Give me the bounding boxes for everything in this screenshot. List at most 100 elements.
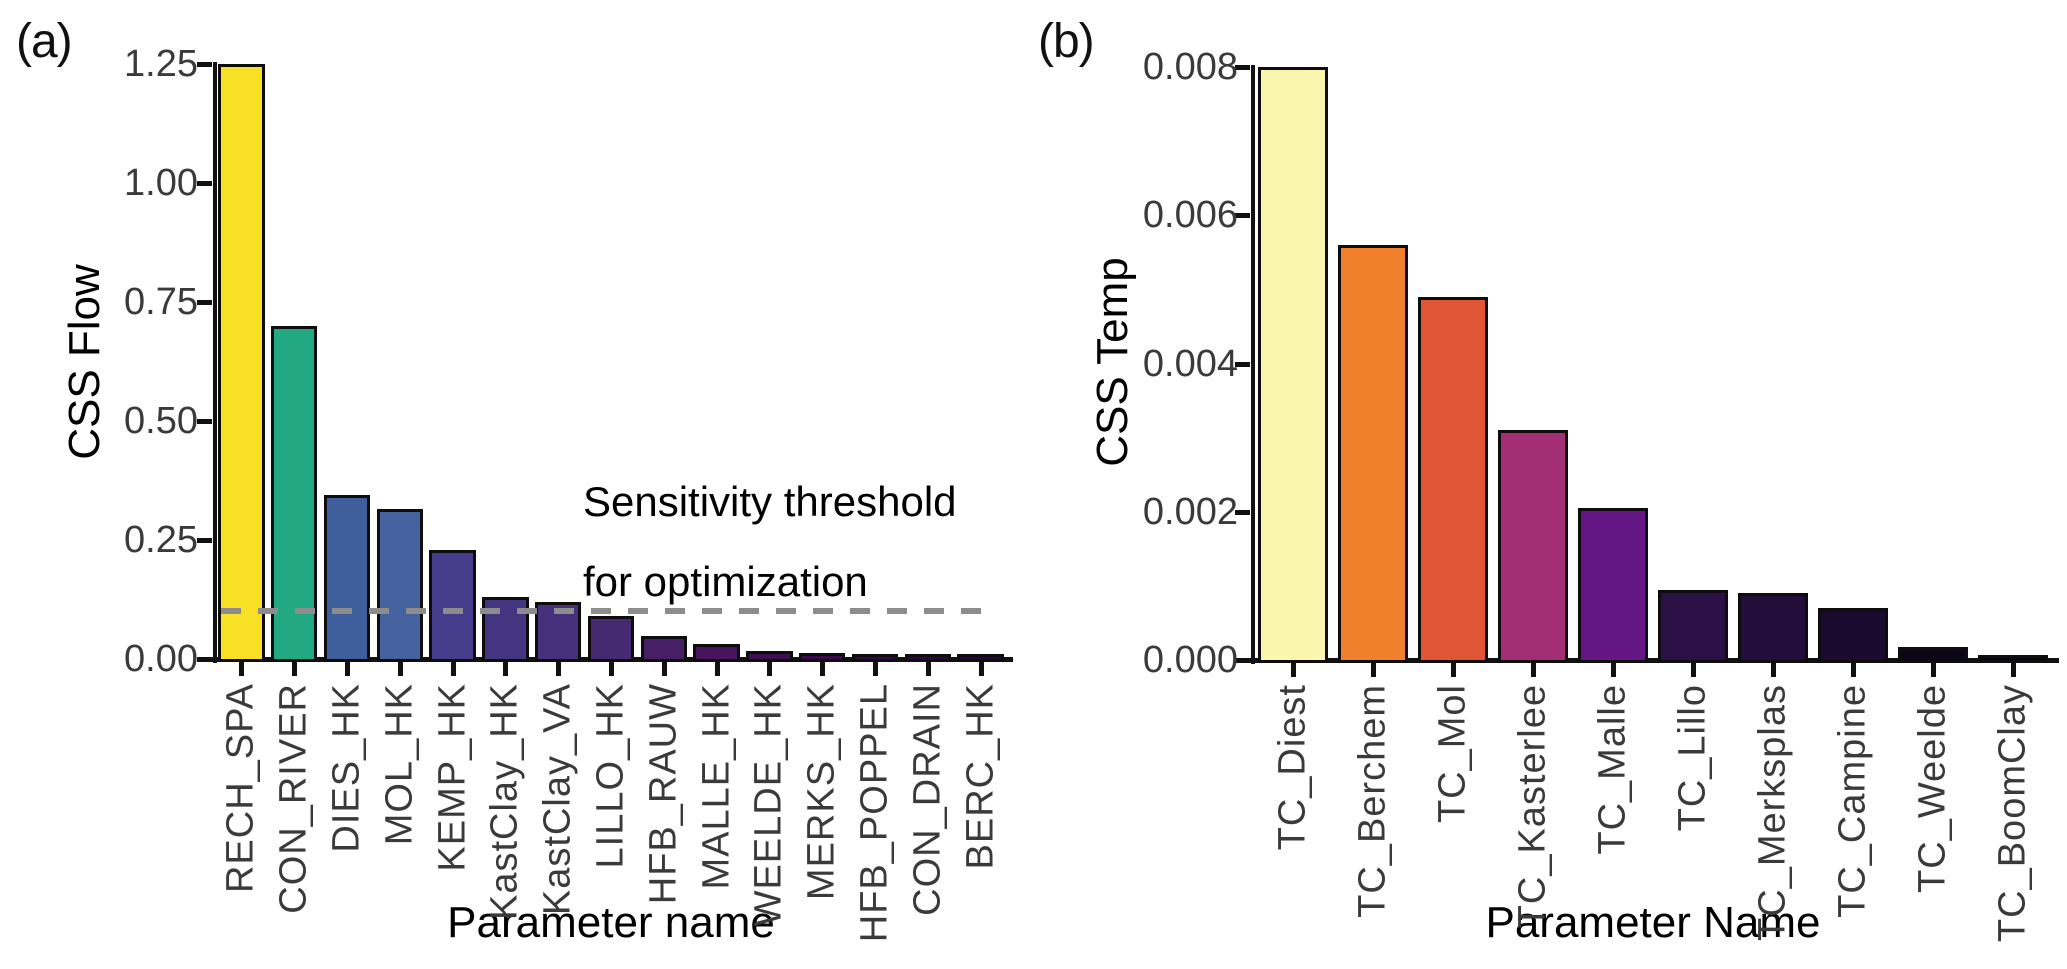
x-tick-label-TC_Diest: TC_Diest (1272, 684, 1315, 855)
y-tick-label: 0.006 (1142, 194, 1238, 237)
x-tick-label-text: MERKS_HK (800, 683, 843, 901)
bar-MERKS_HK (798, 652, 846, 662)
bar-HFB_POPPEL (851, 654, 899, 662)
x-tick-label-text: DIES_HK (325, 683, 368, 853)
x-tick-label-text: TC_Malle (1591, 684, 1634, 855)
x-tick-label-text: CON_RIVER (272, 683, 315, 914)
x-tick-mark (1611, 663, 1616, 677)
x-tick-label-text: HFB_RAUW (642, 683, 685, 905)
x-tick-label-MALLE_HK: MALLE_HK (695, 683, 738, 895)
bar-TC_Malle (1577, 508, 1649, 663)
y-tick-mark (1235, 658, 1250, 663)
y-tick-mark (197, 419, 212, 424)
panel-a-tag: (a) (16, 15, 73, 68)
x-tick-mark (292, 662, 298, 676)
x-tick-label-text: TC_Lillo (1671, 684, 1714, 832)
y-tick-mark (197, 300, 212, 305)
bar-KastClay_HK (482, 597, 529, 662)
y-tick-label: 0.00 (124, 638, 198, 680)
y-tick-label: 1.25 (124, 43, 198, 85)
bar-TC_Kasterlee (1497, 430, 1569, 663)
bar-CON_DRAIN (904, 654, 952, 662)
x-tick-mark (239, 662, 245, 676)
x-tick-mark (1531, 663, 1536, 677)
x-tick-label-TC_Weelde: TC_Weelde (1912, 684, 1955, 898)
y-tick-label: 0.000 (1142, 639, 1238, 681)
x-tick-label-text: KastClay_HK (483, 683, 526, 920)
x-tick-label-text: MOL_HK (378, 683, 421, 846)
x-tick-mark (1371, 663, 1376, 677)
y-tick-label: 0.002 (1142, 490, 1238, 533)
y-tick-mark (197, 538, 212, 543)
sensitivity-threshold-line (221, 608, 993, 615)
x-tick-label-TC_Mol: TC_Mol (1432, 684, 1475, 828)
x-tick-mark (1451, 663, 1456, 677)
x-tick-mark (1291, 663, 1296, 677)
x-tick-label-text: TC_Mol (1431, 684, 1474, 824)
y-tick-mark (1235, 361, 1250, 367)
x-tick-mark (450, 662, 456, 676)
x-tick-label-text: TC_BoomClay (1991, 684, 2034, 943)
x-tick-mark (345, 662, 350, 676)
bar-TC_Diest (1257, 67, 1329, 663)
x-tick-label-HFB_POPPEL: HFB_POPPEL (854, 683, 897, 947)
x-tick-label-MOL_HK: MOL_HK (378, 683, 421, 850)
bar-HFB_RAUW (640, 636, 688, 662)
y-tick-label: 1.00 (124, 162, 198, 204)
x-tick-label-text: WEELDE_HK (747, 683, 790, 927)
x-tick-label-text: TC_Diest (1271, 684, 1314, 851)
y-tick-label: 0.75 (124, 281, 198, 323)
y-tick-mark (1235, 213, 1250, 219)
x-axis-title-a: Parameter name (447, 898, 775, 947)
bar-TC_Berchem (1337, 244, 1409, 663)
x-tick-label-TC_Lillo: TC_Lillo (1672, 684, 1715, 836)
x-tick-label-text: RECH_SPA (219, 683, 262, 894)
x-tick-label-TC_Malle: TC_Malle (1592, 684, 1635, 860)
y-tick-label: 0.008 (1142, 46, 1238, 88)
x-tick-label-text: MALLE_HK (695, 683, 738, 890)
bar-TC_Lillo (1657, 589, 1729, 663)
panel-b-tag: (b) (1038, 15, 1095, 68)
x-tick-mark (661, 662, 667, 676)
x-tick-mark (820, 662, 826, 676)
y-tick-mark (197, 62, 212, 67)
bar-TC_Weelde (1897, 646, 1969, 663)
bar-MALLE_HK (693, 644, 740, 662)
bar-LILLO_HK (587, 616, 635, 662)
bar-KEMP_HK (429, 549, 476, 662)
bar-WEELDE_HK (746, 651, 793, 662)
x-tick-mark (1851, 663, 1856, 677)
bar-DIES_HK (323, 494, 371, 662)
x-tick-label-WEELDE_HK: WEELDE_HK (748, 683, 791, 931)
x-tick-label-KastClay_HK: KastClay_HK (484, 683, 527, 925)
y-tick-mark (197, 657, 212, 662)
bar-BERC_HK (957, 654, 1004, 662)
x-tick-label-TC_Kasterlee: TC_Kasterlee (1512, 684, 1555, 933)
x-tick-mark (873, 662, 878, 676)
x-tick-label-text: LILLO_HK (589, 683, 632, 869)
y-axis-spine (213, 62, 217, 663)
x-tick-mark (767, 662, 773, 676)
x-tick-mark (1691, 663, 1696, 677)
y-tick-mark (1235, 509, 1250, 515)
bar-TC_BoomClay (1977, 655, 2049, 663)
x-tick-mark (978, 662, 984, 676)
y-tick-label: 0.004 (1142, 342, 1238, 385)
x-tick-label-TC_Berchem: TC_Berchem (1352, 684, 1395, 923)
bar-TC_Campine (1817, 608, 1889, 663)
x-tick-label-KEMP_HK: KEMP_HK (431, 683, 474, 877)
x-tick-label-DIES_HK: DIES_HK (326, 683, 369, 858)
x-tick-mark (1771, 663, 1776, 677)
x-tick-label-text: TC_Campine (1831, 684, 1874, 918)
x-tick-label-CON_DRAIN: CON_DRAIN (906, 683, 949, 921)
threshold-annotation-line2: for optimization (583, 558, 868, 605)
x-tick-mark (925, 662, 931, 676)
x-axis-spine (1249, 658, 2059, 663)
y-tick-label: 0.25 (124, 519, 198, 561)
bar-TC_Mol (1417, 296, 1489, 663)
x-tick-label-text: TC_Kasterlee (1511, 684, 1554, 929)
x-tick-label-text: KastClay_VA (536, 683, 579, 916)
threshold-annotation-line1: Sensitivity threshold (583, 478, 957, 525)
bar-TC_Merksplas (1737, 593, 1809, 663)
x-tick-label-CON_RIVER: CON_RIVER (273, 683, 316, 919)
